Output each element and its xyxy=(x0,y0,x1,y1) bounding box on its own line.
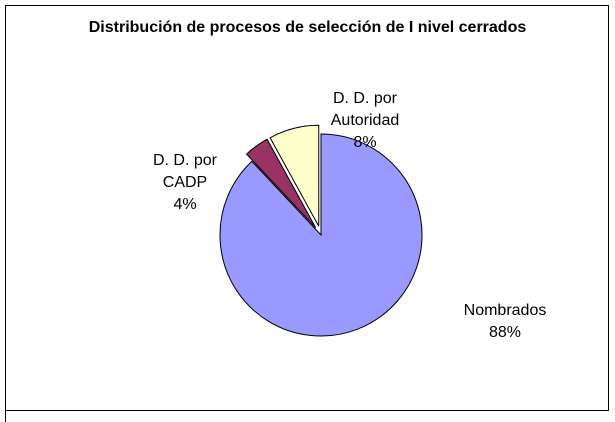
chart-frame xyxy=(5,5,609,411)
slice-category: Nombrados xyxy=(463,302,547,319)
slice-value: 88% xyxy=(488,324,522,341)
pie-slice xyxy=(219,133,423,337)
pie-slice xyxy=(269,124,320,227)
slice-value: 4% xyxy=(173,196,197,213)
slice-value: 8% xyxy=(353,134,377,151)
slice-label: D. D. por Autoridad 8% xyxy=(320,88,410,154)
slice-label: D. D. por CADP 4% xyxy=(140,150,230,216)
pie-slice xyxy=(245,138,317,229)
slice-label: Nombrados 88% xyxy=(460,300,550,344)
slice-category: D. D. por CADP xyxy=(152,152,217,191)
chart-title: Distribución de procesos de selección de… xyxy=(88,19,527,36)
slice-category: D. D. por Autoridad xyxy=(330,90,400,129)
